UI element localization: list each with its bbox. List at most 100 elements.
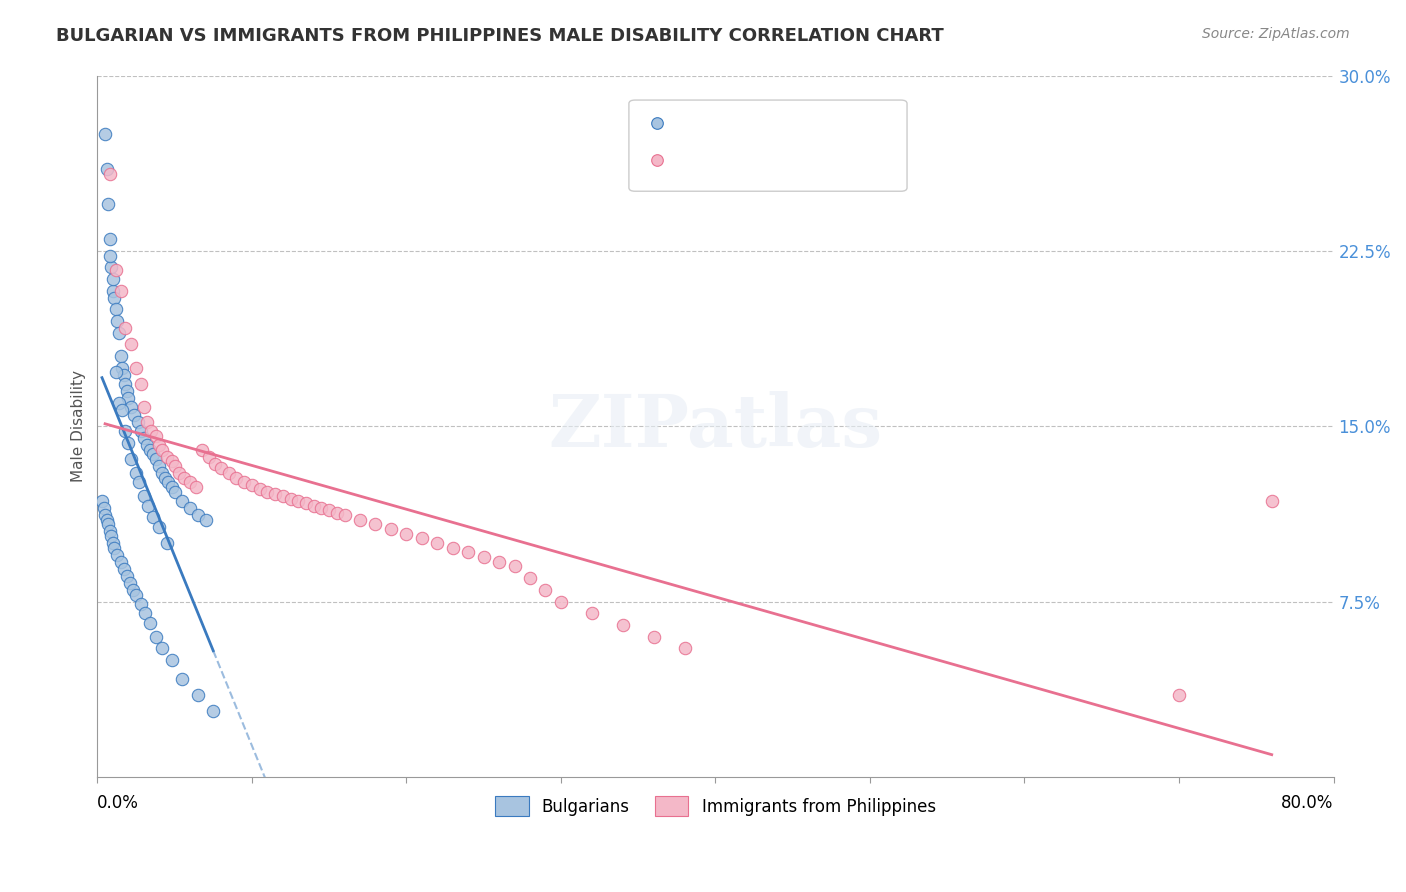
Point: [287, 494, 309, 508]
Point: [132, 401, 155, 415]
Point: [550, 594, 572, 608]
Point: [457, 545, 479, 559]
Point: [142, 510, 165, 524]
Point: [194, 513, 217, 527]
Point: [197, 450, 219, 464]
Point: [280, 491, 302, 506]
Point: [148, 519, 170, 533]
Point: [97, 517, 120, 532]
Point: [187, 508, 209, 522]
Y-axis label: Male Disability: Male Disability: [72, 370, 86, 483]
Point: [104, 262, 127, 277]
Point: [104, 366, 127, 380]
Point: [240, 477, 263, 491]
Point: [218, 466, 240, 480]
Point: [326, 506, 349, 520]
Point: [132, 431, 155, 445]
Point: [125, 466, 148, 480]
Text: N = 75: N = 75: [793, 113, 856, 131]
Point: [488, 555, 510, 569]
Point: [101, 536, 124, 550]
Point: [127, 415, 149, 429]
Point: [179, 501, 201, 516]
Point: [139, 615, 162, 630]
Point: [472, 550, 495, 565]
Point: [120, 337, 142, 351]
Point: [112, 368, 135, 382]
Point: [673, 641, 696, 656]
Point: [426, 536, 449, 550]
Point: [115, 384, 138, 398]
Point: [612, 618, 634, 632]
Point: [333, 508, 356, 522]
Point: [135, 415, 157, 429]
FancyBboxPatch shape: [628, 100, 907, 191]
Point: [98, 232, 121, 246]
Point: [160, 480, 183, 494]
Point: [103, 541, 125, 555]
Point: [209, 461, 232, 475]
Point: [264, 487, 287, 501]
Point: [103, 291, 125, 305]
Point: [173, 470, 195, 484]
Point: [114, 377, 136, 392]
Point: [311, 501, 333, 516]
Point: [125, 360, 148, 375]
Point: [98, 167, 121, 181]
Point: [167, 466, 190, 480]
Point: [115, 569, 138, 583]
Point: [104, 302, 127, 317]
Point: [110, 349, 132, 363]
Point: [395, 526, 418, 541]
Point: [134, 606, 156, 620]
Point: [91, 494, 114, 508]
Point: [155, 470, 177, 484]
Point: [118, 575, 141, 590]
Point: [135, 438, 157, 452]
Text: BULGARIAN VS IMMIGRANTS FROM PHILIPPINES MALE DISABILITY CORRELATION CHART: BULGARIAN VS IMMIGRANTS FROM PHILIPPINES…: [56, 27, 943, 45]
Point: [643, 630, 665, 644]
Point: [150, 442, 173, 457]
Point: [142, 447, 165, 461]
Point: [172, 494, 194, 508]
Point: [256, 484, 278, 499]
Point: [100, 260, 122, 275]
Point: [107, 314, 129, 328]
Point: [96, 161, 118, 176]
Point: [117, 391, 139, 405]
Point: [233, 475, 256, 490]
Point: [108, 396, 131, 410]
Point: [179, 475, 201, 490]
Point: [101, 284, 124, 298]
Point: [94, 127, 117, 141]
Text: R =  -0.176: R = -0.176: [682, 113, 776, 131]
Point: [187, 688, 209, 702]
Point: [122, 582, 145, 597]
Point: [380, 522, 402, 536]
Point: [225, 470, 247, 484]
Point: [295, 496, 318, 510]
Point: [138, 499, 160, 513]
Point: [94, 508, 117, 522]
Point: [163, 458, 186, 473]
Point: [129, 424, 152, 438]
Point: [114, 424, 136, 438]
Point: [110, 284, 132, 298]
Text: 80.0%: 80.0%: [1281, 795, 1333, 813]
Point: [139, 442, 162, 457]
Point: [141, 424, 163, 438]
Text: 0.0%: 0.0%: [97, 795, 139, 813]
Point: [93, 501, 115, 516]
Point: [145, 451, 167, 466]
Text: N = 60: N = 60: [793, 151, 856, 169]
Point: [503, 559, 526, 574]
Point: [100, 529, 122, 543]
Point: [129, 377, 152, 392]
Point: [186, 480, 208, 494]
Text: ZIPatlas: ZIPatlas: [548, 391, 883, 462]
Point: [150, 466, 173, 480]
Point: [148, 458, 170, 473]
Point: [191, 442, 214, 457]
Point: [364, 517, 387, 532]
Point: [125, 587, 148, 601]
